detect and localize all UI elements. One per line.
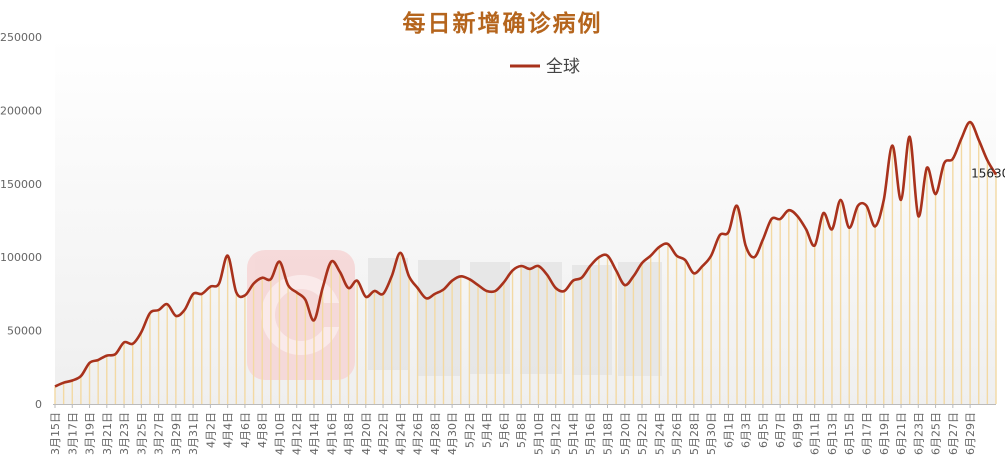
x-tick-label: 6月5日 [757,412,770,448]
x-tick-label: 4月14日 [308,412,321,455]
x-tick-label: 6月11日 [809,412,822,455]
x-tick-label: 6月23日 [912,412,925,455]
x-tick-label: 4月30日 [446,412,459,455]
x-tick-label: 3月21日 [101,412,114,455]
x-tick-label: 4月6日 [239,412,252,448]
legend[interactable]: 全球 [510,57,580,77]
x-tick-label: 5月18日 [602,412,615,455]
y-tick-label: 50000 [7,325,42,338]
x-tick-label: 5月8日 [515,412,528,448]
x-tick-label: 4月22日 [377,412,390,455]
x-tick-label: 4月24日 [394,412,407,455]
x-tick-label: 5月30日 [705,412,718,455]
legend-label: 全球 [546,57,580,77]
x-tick-label: 6月27日 [947,412,960,455]
x-tick-label: 6月21日 [895,412,908,455]
x-tick-label: 6月7日 [774,412,787,448]
x-tick-label: 4月26日 [412,412,425,455]
x-tick-label: 4月4日 [222,412,235,448]
x-tick-label: 3月29日 [170,412,183,455]
x-tick-label: 4月12日 [291,412,304,455]
series-line-global[interactable] [54,120,998,388]
x-tick-label: 3月27日 [153,412,166,455]
data-label: 156300 [971,167,1005,181]
x-tick-label: 3月31日 [187,412,200,455]
y-tick-label: 100000 [0,251,42,264]
x-tick-label: 5月16日 [584,412,597,455]
x-tick-label: 5月10日 [532,412,545,455]
x-tick-label: 4月28日 [429,412,442,455]
x-tick-label: 6月15日 [843,412,856,455]
x-tick-label: 5月14日 [567,412,580,455]
x-tick-label: 4月18日 [343,412,356,455]
x-tick-label: 3月25日 [135,412,148,455]
x-tick-label: 6月17日 [861,412,874,455]
x-tick-label: 4月16日 [325,412,338,455]
x-tick-label: 5月24日 [653,412,666,455]
chart-title: 每日新增确诊病例 [402,11,603,37]
x-tick-label: 3月17日 [66,412,79,455]
x-tick-label: 6月25日 [930,412,943,455]
x-tick-label: 5月6日 [498,412,511,448]
y-tick-label: 150000 [0,178,42,191]
x-tick-label: 5月4日 [481,412,494,448]
y-axis: 0 50000 100000 150000 200000 250000 [0,31,996,411]
series-line [54,120,998,388]
x-tick-label: 5月2日 [463,412,476,448]
x-tick-label: 4月20日 [360,412,373,455]
x-tick-label: 6月3日 [740,412,753,448]
x-tick-label: 6月29日 [964,412,977,455]
x-tick-label: 5月28日 [688,412,701,455]
x-tick-label: 5月20日 [619,412,632,455]
data-labels: 156300 [971,167,1005,181]
x-tick-label: 5月26日 [671,412,684,455]
x-tick-label: 6月19日 [878,412,891,455]
x-tick-label: 3月15日 [49,412,62,455]
x-tick-label: 3月23日 [118,412,131,455]
x-tick-label: 5月12日 [550,412,563,455]
y-tick-label: 250000 [0,31,42,44]
x-tick-label: 4月10日 [273,412,286,455]
x-tick-label: 6月9日 [791,412,804,448]
x-tick-label: 4月2日 [204,412,217,448]
x-tick-label: 4月8日 [256,412,269,448]
x-tick-label: 6月1日 [722,412,735,448]
y-tick-label: 200000 [0,104,42,117]
x-tick-label: 6月13日 [826,412,839,455]
bars [54,122,997,404]
y-tick-label: 0 [35,398,42,411]
x-tick-label: 5月22日 [636,412,649,455]
x-tick-label: 3月19日 [84,412,97,455]
x-axis: 3月15日 3月17日 3月19日 3月21日 3月23日 3月25日 3月27日 3月29日… [49,404,977,455]
